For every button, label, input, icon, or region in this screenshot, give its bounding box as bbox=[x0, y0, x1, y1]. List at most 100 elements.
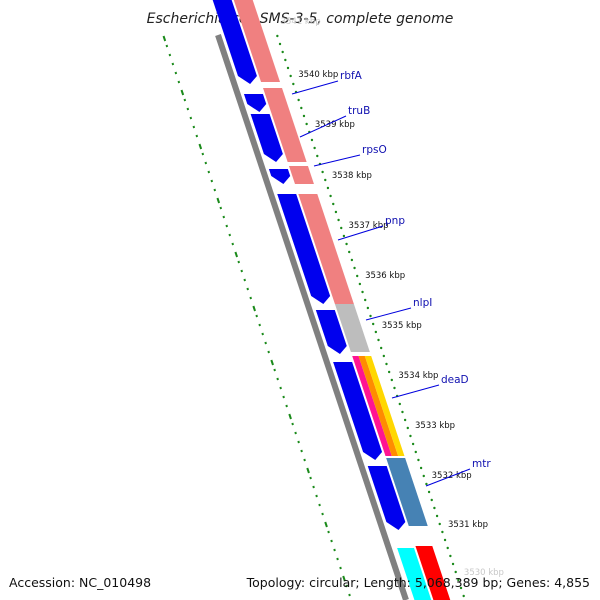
track-dot bbox=[310, 138, 314, 142]
track-dot bbox=[451, 562, 455, 566]
track-dot bbox=[371, 322, 375, 326]
track-dot bbox=[433, 506, 436, 510]
gc-skew-dot bbox=[285, 404, 288, 408]
gc-skew-dot bbox=[234, 251, 239, 258]
gene-label-line bbox=[425, 468, 471, 487]
gene-label-rbfA: rbfA bbox=[340, 70, 363, 82]
track-dot bbox=[369, 314, 372, 318]
track-dot bbox=[435, 514, 439, 518]
track-dot bbox=[393, 386, 396, 390]
forward-cds-arrow bbox=[277, 194, 331, 304]
track-dot bbox=[385, 362, 388, 366]
gene-label-line bbox=[299, 115, 347, 138]
track-dot bbox=[297, 98, 300, 102]
gc-skew-dot bbox=[225, 224, 229, 228]
track-dot bbox=[358, 282, 362, 286]
track-dot bbox=[387, 370, 391, 374]
track-dot bbox=[454, 570, 457, 574]
gene-label-line bbox=[337, 225, 384, 241]
track-dot bbox=[356, 274, 359, 278]
gc-skew-dot bbox=[165, 44, 169, 48]
gc-skew-dot bbox=[186, 107, 190, 111]
gc-skew-dot bbox=[288, 413, 292, 420]
gc-skew-dot bbox=[327, 530, 330, 534]
gc-skew-dot bbox=[312, 485, 315, 489]
track-dot bbox=[363, 298, 367, 302]
track-dot bbox=[417, 458, 420, 462]
track-dot bbox=[353, 266, 356, 270]
gc-skew-track bbox=[162, 35, 351, 597]
forward-cds-arrow bbox=[250, 114, 283, 162]
tick-label: 3534 kbp bbox=[398, 371, 438, 381]
gc-skew-dot bbox=[273, 368, 276, 372]
gc-skew-dot bbox=[303, 458, 306, 462]
gc-skew-dot bbox=[171, 62, 175, 66]
track-dot bbox=[305, 122, 308, 126]
gc-skew-dot bbox=[243, 278, 247, 282]
forward-cds-arrow bbox=[212, 0, 257, 84]
forward-cds-arrow bbox=[268, 169, 291, 184]
gc-skew-dot bbox=[282, 395, 285, 399]
multi-feature-stripe bbox=[364, 356, 405, 456]
track-dot bbox=[366, 306, 370, 310]
track-dot bbox=[284, 58, 287, 62]
track-dot bbox=[278, 42, 282, 46]
gc-skew-dot bbox=[306, 467, 310, 474]
gc-skew-dot bbox=[342, 575, 346, 582]
tick-label: 3530 kbp bbox=[464, 568, 504, 578]
gc-skew-dot bbox=[336, 557, 339, 561]
gc-skew-dot bbox=[276, 377, 279, 381]
track-dot bbox=[379, 346, 383, 350]
track-dot bbox=[446, 546, 449, 550]
gc-skew-dot bbox=[252, 305, 256, 312]
tick-label: 3541 kbp bbox=[281, 17, 321, 27]
gene-label-rpsO: rpsO bbox=[362, 144, 387, 156]
gene-label-line bbox=[365, 307, 412, 321]
track-dot bbox=[345, 242, 348, 246]
track-dot bbox=[382, 354, 386, 358]
track-dot bbox=[411, 442, 415, 446]
gc-skew-dot bbox=[345, 584, 348, 588]
forward-cds-arrow bbox=[315, 310, 347, 354]
gc-skew-dot bbox=[216, 197, 221, 204]
gc-skew-dot bbox=[198, 143, 203, 150]
track-dot bbox=[377, 338, 380, 342]
gc-skew-dot bbox=[246, 287, 249, 291]
track-dot bbox=[281, 50, 284, 54]
track-dot bbox=[292, 82, 295, 86]
forward-cds-arrow bbox=[333, 362, 383, 460]
track-dot bbox=[289, 74, 292, 78]
gc-skew-dot bbox=[279, 386, 282, 390]
gc-skew-dot bbox=[231, 242, 235, 246]
gc-skew-dot bbox=[297, 440, 300, 444]
track-dot bbox=[430, 498, 433, 502]
track-dot bbox=[321, 170, 324, 174]
track-dot bbox=[425, 482, 428, 486]
gc-skew-dot bbox=[192, 125, 196, 129]
gene-label-line bbox=[313, 154, 361, 167]
multi-feature-stripe bbox=[358, 356, 399, 456]
track-dot bbox=[316, 154, 319, 158]
tick-label: 3538 kbp bbox=[332, 171, 372, 181]
gene-label-pnp: pnp bbox=[385, 215, 405, 227]
tick-label: 3536 kbp bbox=[365, 271, 405, 281]
gc-skew-dot bbox=[270, 359, 274, 366]
track-dot bbox=[302, 114, 306, 118]
gc-skew-dot bbox=[180, 89, 185, 96]
steel-feature-block bbox=[386, 458, 428, 526]
gene-label-truB: truB bbox=[348, 105, 370, 117]
track-dot bbox=[390, 378, 394, 382]
gc-skew-dot bbox=[333, 548, 336, 552]
track-dot bbox=[438, 522, 441, 526]
gc-skew-dot bbox=[309, 476, 312, 480]
gc-skew-dot bbox=[174, 71, 178, 75]
gc-skew-dot bbox=[183, 98, 187, 102]
track-dot bbox=[342, 234, 346, 238]
gc-skew-dot bbox=[264, 341, 267, 345]
tick-label: 3540 kbp bbox=[298, 70, 338, 80]
gc-skew-dot bbox=[228, 233, 232, 237]
track-dot bbox=[337, 218, 340, 222]
gc-skew-dot bbox=[207, 170, 211, 174]
track-dot bbox=[459, 586, 463, 590]
gc-skew-dot bbox=[330, 539, 333, 543]
